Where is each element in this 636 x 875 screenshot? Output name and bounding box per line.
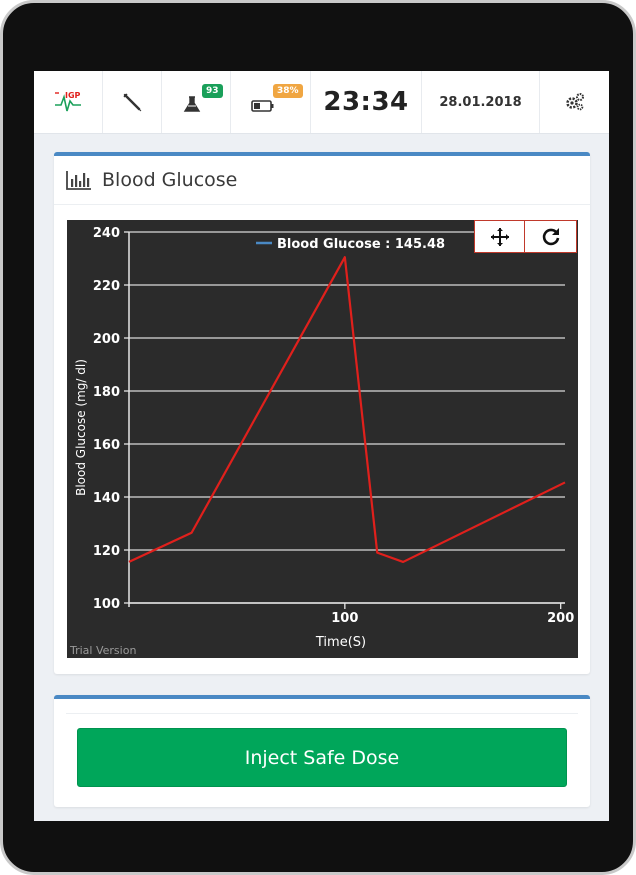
y-tick-label: 180 (93, 385, 120, 400)
lab-button[interactable]: 93 (162, 71, 231, 133)
logo-icon: IGP (55, 91, 81, 112)
y-tick-label: 200 (93, 332, 120, 347)
y-tick-label: 140 (93, 491, 120, 506)
top-status-bar: IGP 93 (34, 71, 609, 134)
y-tick-label: 120 (93, 544, 120, 559)
settings-gears-icon (565, 93, 584, 111)
trial-watermark: Trial Version (69, 644, 136, 657)
logo-text: IGP (65, 91, 81, 100)
settings-button[interactable] (540, 71, 609, 133)
y-tick-label: 220 (93, 279, 120, 294)
x-tick-label: 100 (331, 611, 358, 626)
syringe-button[interactable] (103, 71, 162, 133)
glucose-chart-svg: 100 120 140 160 180 200 220 240 100 200 Time(S) Blo… (69, 226, 574, 657)
battery-cell: 38% (231, 71, 311, 133)
inject-safe-dose-button[interactable]: Inject Safe Dose (77, 728, 567, 787)
y-tick-label: 240 (93, 226, 120, 241)
battery-level-badge: 38% (273, 84, 303, 98)
glucose-series-line (128, 256, 566, 564)
date-cell: 28.01.2018 (422, 71, 540, 133)
y-axis-label: Blood Glucose (mg/ dl) (74, 359, 88, 496)
bar-chart-icon (66, 171, 91, 190)
battery-icon (250, 100, 273, 112)
x-tick-label: 200 (547, 611, 574, 626)
legend-label: Blood Glucose : 145.48 (277, 237, 445, 252)
x-axis-label: Time(S) (315, 635, 366, 650)
dose-panel-divider (66, 713, 578, 714)
y-tick-label: 100 (93, 597, 120, 612)
y-tick-label: 160 (93, 438, 120, 453)
blood-glucose-panel: Blood Glucose 100 120 140 160 180 200 220 240 10… (54, 152, 590, 674)
reset-refresh-icon (542, 227, 559, 245)
chart-reset-button[interactable] (524, 220, 577, 253)
logo-cell[interactable]: IGP (34, 71, 103, 133)
clock-cell: 23:34 (311, 71, 422, 133)
chart-pan-button[interactable] (474, 220, 525, 253)
clock-time: 23:34 (323, 87, 409, 117)
app-screen: IGP 93 (34, 71, 609, 821)
pan-move-icon (490, 227, 509, 246)
date-text: 28.01.2018 (439, 94, 522, 110)
syringe-icon (123, 93, 142, 112)
flask-icon (183, 96, 201, 112)
panel-title: Blood Glucose (102, 169, 238, 191)
glucose-chart[interactable]: 100 120 140 160 180 200 220 240 100 200 Time(S) Blo… (67, 220, 578, 658)
panel-header: Blood Glucose (54, 156, 590, 205)
dose-panel: Inject Safe Dose (54, 695, 590, 807)
lab-count-badge: 93 (202, 84, 223, 98)
